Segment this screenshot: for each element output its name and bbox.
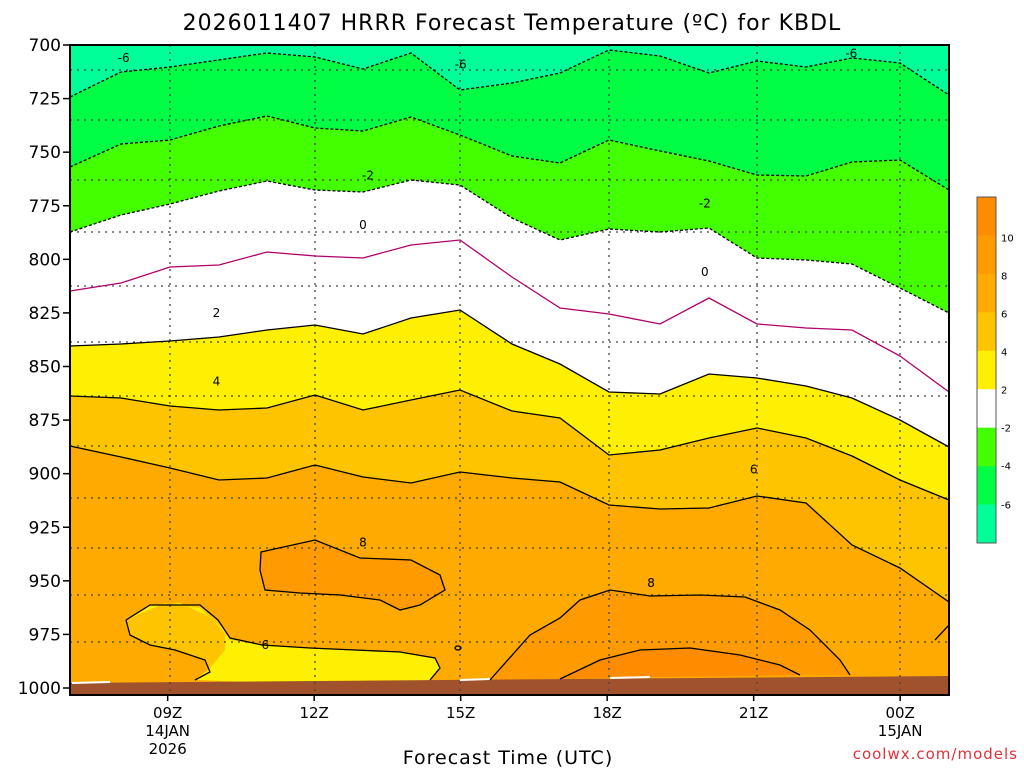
ground-edge-highlight (71, 676, 651, 684)
chart-title: 2026011407 HRRR Forecast Temperature (ºC… (183, 11, 842, 36)
y-tick-label: 700 (29, 36, 61, 56)
colorbar-label: 8 (1001, 272, 1007, 283)
isotherm-6-lower-right (934, 624, 950, 641)
colorbar-bin (977, 197, 996, 236)
isotherm-2 (69, 309, 950, 448)
isotherm-4-lower-left (125, 619, 211, 681)
contour-value-label: 8 (359, 535, 367, 549)
contour-value-label: 0 (701, 265, 709, 279)
colorbar-label: -6 (1001, 501, 1011, 512)
colorbar-bin (977, 312, 996, 352)
y-tick-label: 750 (29, 143, 61, 163)
colorbar-bin (977, 427, 996, 467)
temperature-band-2-to-4-lower-left (126, 603, 440, 684)
contour-labels: -6 -6 -6 -2 -2 0 0 2 4 6 8 8 6 (118, 47, 858, 653)
credit-text: coolwx.com/models (853, 745, 1018, 763)
x-tick-label: 21Z (739, 704, 768, 722)
colorbar-label: 4 (1001, 348, 1007, 359)
colorbar-bin (977, 235, 996, 275)
y-axis: 700 725 750 775 800 825 850 875 900 925 950 975 1000 (18, 36, 70, 699)
contour-value-label: 4 (213, 375, 221, 389)
isotherm-8-left-cell (259, 539, 446, 611)
x-tick-label: 12Z (299, 704, 328, 722)
colorbar-bin (977, 504, 996, 544)
y-tick-label: 850 (29, 358, 61, 378)
colorbar-label: 10 (1001, 234, 1014, 245)
y-tick-label: 1000 (18, 679, 61, 699)
isotherm-6-lower-left (125, 604, 441, 681)
y-tick-label: 875 (29, 411, 61, 431)
x-tick-date-label: 15JAN (878, 722, 923, 740)
x-tick-label: 15Z (446, 704, 475, 722)
x-tick-label: 18Z (592, 704, 621, 722)
y-tick-label: 775 (29, 197, 61, 217)
contour-value-label: 6 (262, 638, 270, 652)
y-tick-label: 900 (29, 465, 61, 485)
isotherm-minus-4 (69, 115, 950, 191)
small-contour-cell (454, 645, 462, 651)
colorbar-label: -4 (1001, 462, 1011, 473)
contour-value-label: 6 (750, 462, 758, 476)
y-tick-label: 825 (29, 304, 61, 324)
colorbar-legend: 10 8 6 4 2 -2 -4 -6 (976, 196, 1014, 544)
y-tick-label: 925 (29, 518, 61, 538)
isotherm-8-right-cell (489, 589, 851, 681)
y-tick-label: 800 (29, 250, 61, 270)
colorbar-bin (977, 350, 996, 390)
isotherm-minus-6 (69, 49, 950, 98)
colorbar-bin (977, 273, 996, 313)
plot-frame (69, 44, 950, 696)
colorbar-label: -2 (1001, 424, 1011, 435)
x-tick-date-label: 14JAN (145, 722, 190, 740)
colorbar-frame (976, 196, 997, 544)
y-tick-label: 725 (29, 90, 61, 110)
isotherm-minus-2 (69, 179, 950, 314)
y-tick-label: 950 (29, 572, 61, 592)
y-tick-label: 975 (29, 625, 61, 645)
colorbar-label: 6 (1001, 310, 1007, 321)
isotherm-4 (69, 389, 950, 501)
colorbar-label: 2 (1001, 386, 1007, 397)
contour-value-label: -2 (362, 169, 374, 183)
contour-value-label: -6 (455, 57, 467, 71)
temperature-band-6-to-8-lower-right (935, 625, 949, 660)
isotherm-6 (69, 445, 950, 603)
x-tick-label: 09Z (153, 704, 182, 722)
contour-value-label: -6 (118, 51, 130, 65)
isotherm-0 (69, 239, 950, 393)
temperature-band-8-to-10-right (490, 590, 850, 680)
contour-value-label: 0 (359, 218, 367, 232)
contour-value-label: 2 (213, 306, 221, 320)
colorbar-bin (977, 389, 996, 429)
contour-value-label: 8 (647, 576, 655, 590)
x-axis-label: Forecast Time (UTC) (403, 747, 613, 768)
contour-value-label: -6 (845, 47, 857, 61)
temperature-band-8-to-10-left (260, 540, 445, 610)
isotherm-10 (559, 647, 801, 680)
x-tick-year-label: 2026 (149, 740, 187, 758)
x-tick-label: 00Z (885, 704, 914, 722)
contour-value-label: -2 (699, 197, 711, 211)
contour-lines (69, 49, 950, 681)
filled-contours (70, 45, 949, 695)
ground-terrain (70, 676, 949, 695)
plot-area: -6 -6 -6 -2 -2 0 0 2 4 6 8 8 6 (69, 44, 950, 696)
temperature-band-10-to-12 (560, 648, 800, 679)
colorbar-bin (977, 466, 996, 506)
